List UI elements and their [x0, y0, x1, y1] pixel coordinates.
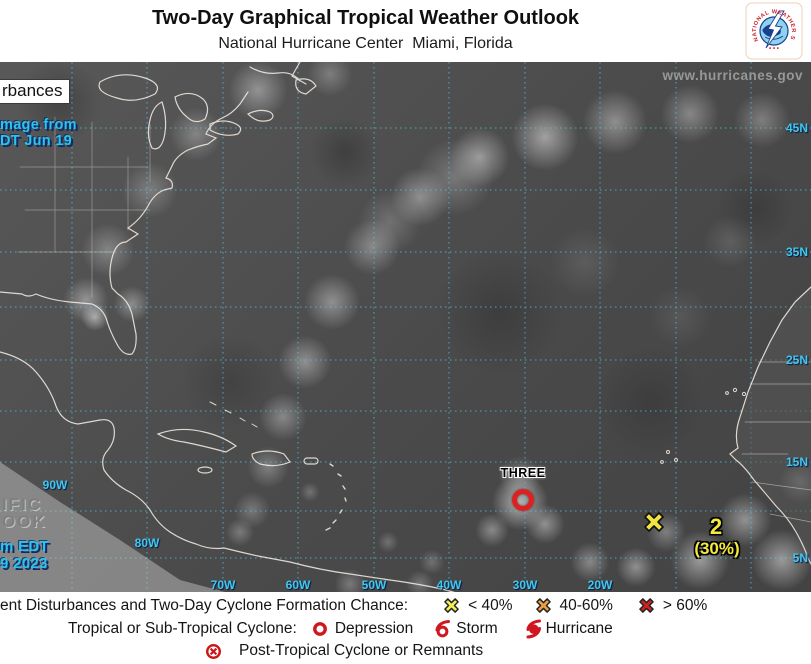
- legend-row-cyclone-types: Tropical or Sub-Tropical Cyclone: Depres…: [68, 619, 613, 639]
- pacific-time-line2: 9 2023: [0, 555, 48, 572]
- chance-high-x-icon: [639, 598, 654, 613]
- lat-label-25n: 25N: [785, 353, 808, 367]
- lon-label-90w: 90W: [42, 478, 68, 492]
- legend: ent Disturbances and Two-Day Cyclone For…: [0, 592, 811, 664]
- lat-label-45n: 45N: [785, 121, 808, 135]
- lat-label-15n: 15N: [785, 455, 808, 469]
- depression-label: Depression: [334, 620, 414, 637]
- disturbance-x-marker-icon[interactable]: [641, 509, 667, 535]
- hurricane-label: Hurricane: [545, 620, 613, 637]
- satellite-map[interactable]: 45N 35N 25N 15N 5N 90W 80W 70W 60W 50W 4…: [0, 62, 811, 592]
- chance-medium-label: 40-60%: [559, 596, 613, 614]
- pacific-watermark-line2: OOK: [2, 512, 47, 531]
- legend-row-post-tropical: Post-Tropical Cyclone or Remnants: [205, 642, 483, 660]
- hurricanes-gov-watermark: www.hurricanes.gov: [662, 68, 803, 83]
- depression-three-label: THREE: [500, 466, 546, 480]
- pacific-watermark-line1: IFIC: [2, 495, 43, 514]
- lon-label-70w: 70W: [210, 578, 236, 592]
- svg-text:• • •: • • •: [769, 46, 779, 52]
- lightning-bolt-icon: [765, 10, 785, 49]
- legend-row-formation-chance: ent Disturbances and Two-Day Cyclone For…: [0, 596, 707, 615]
- page-subtitle: National Hurricane Center Miami, Florida: [218, 35, 513, 52]
- coastlines-and-grid: [0, 62, 811, 592]
- pacific-time-line1: m EDT: [0, 538, 50, 555]
- lon-label-20w: 20W: [587, 578, 613, 592]
- storm-symbol-icon: [435, 620, 451, 638]
- legend-row1-label: ent Disturbances and Two-Day Cyclone For…: [0, 596, 409, 614]
- disturbance-chance: (30%): [694, 539, 740, 558]
- image-issued-line2: DT Jun 19: [0, 133, 72, 149]
- post-tropical-label: Post-Tropical Cyclone or Remnants: [239, 642, 484, 659]
- chance-medium-x-icon: [536, 598, 552, 613]
- legend-row2-label: Tropical or Sub-Tropical Cyclone:: [68, 620, 297, 637]
- chance-low-label: < 40%: [468, 596, 513, 614]
- africa-landmass: [730, 287, 811, 564]
- lon-label-60w: 60W: [285, 578, 311, 592]
- page-title: Two-Day Graphical Tropical Weather Outlo…: [151, 7, 580, 29]
- lat-label-5n: 5N: [792, 551, 808, 565]
- chance-low-x-icon: [444, 598, 459, 613]
- disturbances-box: rbances: [0, 79, 71, 104]
- storm-label: Storm: [456, 620, 498, 637]
- depression-marker-icon[interactable]: [512, 489, 534, 511]
- image-issued-line1: mage from: [0, 117, 77, 133]
- disturbance-number: 2: [709, 514, 723, 539]
- lon-label-80w: 80W: [134, 536, 160, 550]
- lon-label-30w: 30W: [512, 578, 538, 592]
- nws-logo: NATIONAL WEATHER SERVICE • • •: [745, 2, 803, 60]
- depression-symbol-icon: [312, 622, 327, 636]
- hurricane-symbol-icon: [526, 619, 541, 639]
- coastlines: [0, 62, 811, 592]
- lon-label-40w: 40W: [436, 578, 462, 592]
- lat-label-35n: 35N: [785, 245, 808, 259]
- post-tropical-symbol-icon: [205, 643, 222, 659]
- header: Two-Day Graphical Tropical Weather Outlo…: [0, 0, 811, 62]
- latlon-grid: [0, 62, 811, 592]
- chance-high-label: > 60%: [662, 596, 708, 614]
- lon-label-50w: 50W: [361, 578, 387, 592]
